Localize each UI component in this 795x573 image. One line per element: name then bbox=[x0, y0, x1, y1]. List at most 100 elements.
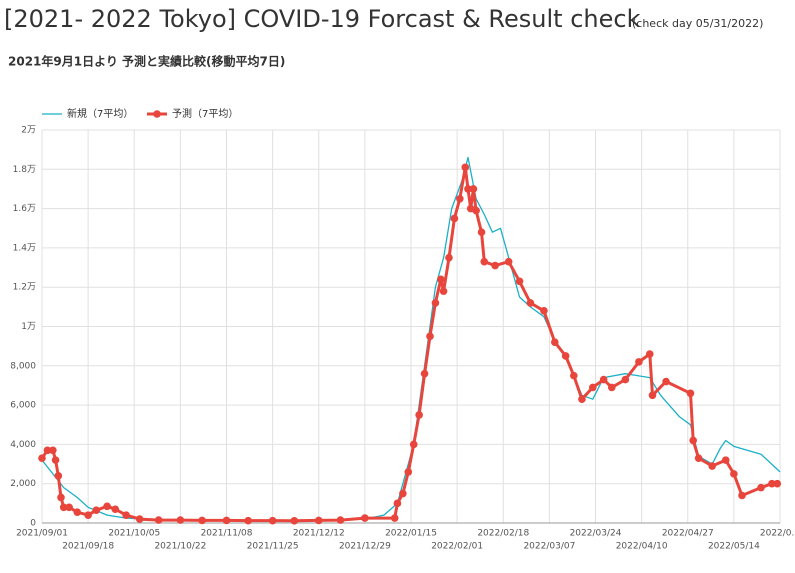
point bbox=[437, 275, 445, 284]
point bbox=[773, 479, 782, 488]
point bbox=[135, 515, 144, 523]
point bbox=[515, 277, 524, 286]
x-tick-label: 2021/10/22 bbox=[154, 542, 206, 552]
point bbox=[154, 516, 163, 524]
x-tick-label: 2022/02/01 bbox=[431, 542, 483, 552]
point bbox=[65, 503, 73, 512]
point bbox=[420, 369, 429, 378]
point bbox=[461, 163, 470, 172]
legend-label: 新規（7平均） bbox=[67, 107, 133, 120]
y-tick-label: 1.4万 bbox=[13, 243, 36, 253]
x-tick-label: 2021/10/05 bbox=[108, 529, 160, 539]
point bbox=[244, 516, 253, 525]
y-tick-label: 4,000 bbox=[10, 440, 36, 450]
point bbox=[551, 338, 559, 347]
point bbox=[57, 493, 65, 502]
point bbox=[51, 456, 60, 464]
point bbox=[268, 516, 277, 525]
x-tick-label: 2021/12/12 bbox=[293, 529, 345, 539]
point bbox=[480, 257, 489, 266]
point bbox=[399, 489, 407, 498]
y-tick-label: 1.2万 bbox=[13, 283, 36, 293]
x-tick-label: 2022/04/10 bbox=[616, 542, 668, 552]
point bbox=[686, 389, 695, 398]
x-tick-label: 2022/03/24 bbox=[570, 529, 622, 539]
point bbox=[721, 456, 730, 464]
point bbox=[409, 440, 418, 449]
series-line bbox=[40, 165, 778, 523]
point bbox=[456, 194, 464, 203]
y-tick-label: 2万 bbox=[21, 126, 36, 136]
point bbox=[122, 511, 130, 519]
point bbox=[768, 479, 776, 488]
point bbox=[648, 391, 657, 400]
point bbox=[111, 505, 120, 514]
point bbox=[445, 253, 453, 262]
point bbox=[43, 446, 52, 455]
point bbox=[588, 383, 597, 392]
y-tick-label: 0 bbox=[30, 519, 36, 529]
point bbox=[472, 206, 480, 215]
point bbox=[103, 502, 111, 511]
point bbox=[635, 358, 643, 366]
y-tick-label: 1.6万 bbox=[13, 204, 36, 214]
x-tick-label: 2022/02/18 bbox=[477, 529, 529, 539]
point bbox=[426, 332, 434, 341]
point bbox=[504, 257, 513, 266]
legend-label: 予測（7平均） bbox=[172, 107, 238, 120]
point bbox=[290, 517, 299, 525]
point bbox=[738, 491, 746, 500]
point bbox=[561, 352, 570, 360]
page-title: [2021- 2022 Tokyo] COVID-19 Forcast & Re… bbox=[4, 5, 641, 33]
point bbox=[477, 228, 486, 236]
point bbox=[176, 516, 185, 524]
check-day: (check day 05/31/2022) bbox=[632, 17, 763, 30]
point bbox=[708, 462, 716, 470]
point bbox=[92, 506, 101, 515]
point bbox=[607, 383, 616, 392]
x-tick-label: 2022/01/15 bbox=[385, 529, 437, 539]
point bbox=[694, 454, 703, 462]
x-tick-label: 2021/11/25 bbox=[247, 542, 299, 552]
y-tick-label: 1.8万 bbox=[13, 165, 36, 175]
point bbox=[689, 436, 697, 445]
x-tick-label: 2021/11/08 bbox=[201, 529, 253, 539]
point bbox=[84, 511, 92, 519]
point bbox=[54, 472, 63, 480]
x-tick-label: 2022/0... bbox=[760, 529, 795, 539]
point bbox=[757, 483, 765, 492]
point bbox=[415, 411, 423, 419]
y-tick-label: 2,000 bbox=[10, 479, 36, 489]
point bbox=[730, 470, 738, 478]
point bbox=[469, 185, 478, 193]
x-tick-label: 2021/09/01 bbox=[16, 529, 68, 539]
point bbox=[599, 375, 608, 384]
y-tick-label: 8,000 bbox=[10, 361, 36, 371]
point bbox=[361, 514, 369, 522]
point bbox=[645, 350, 654, 358]
point bbox=[38, 454, 46, 462]
point bbox=[336, 516, 345, 524]
x-tick-label: 2021/12/29 bbox=[339, 542, 391, 552]
point bbox=[404, 468, 413, 476]
point bbox=[390, 514, 399, 522]
point bbox=[314, 516, 323, 525]
point bbox=[59, 503, 68, 512]
point bbox=[621, 375, 630, 384]
point bbox=[491, 261, 499, 270]
x-tick-label: 2022/05/14 bbox=[708, 542, 760, 552]
x-tick-label: 2022/04/27 bbox=[662, 529, 714, 539]
point bbox=[578, 395, 586, 404]
point bbox=[73, 508, 82, 516]
legend-marker bbox=[153, 110, 161, 118]
point bbox=[464, 185, 472, 193]
point bbox=[526, 299, 535, 307]
x-tick-label: 2021/09/18 bbox=[62, 542, 114, 552]
x-tick-label: 2022/03/07 bbox=[523, 542, 575, 552]
point bbox=[222, 516, 231, 525]
chart-title: 2021年9月1日より 予測と実績比較(移動平均7日) bbox=[8, 54, 285, 69]
point bbox=[439, 287, 448, 295]
point bbox=[540, 306, 548, 315]
